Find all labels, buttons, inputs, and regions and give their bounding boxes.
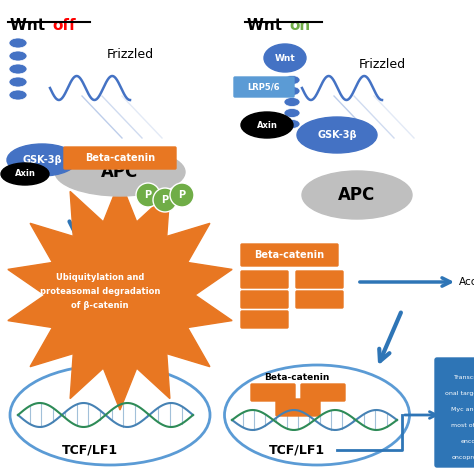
Ellipse shape <box>284 109 300 118</box>
Text: of β-catenin: of β-catenin <box>71 301 129 310</box>
FancyBboxPatch shape <box>234 77 294 97</box>
Text: P: P <box>145 190 152 200</box>
FancyBboxPatch shape <box>241 271 288 288</box>
Ellipse shape <box>55 148 185 196</box>
FancyBboxPatch shape <box>276 399 320 416</box>
Ellipse shape <box>9 77 27 87</box>
Text: Ubiquitylation and: Ubiquitylation and <box>56 273 144 283</box>
Text: oncoproteins: oncoproteins <box>452 455 474 460</box>
Text: encode: encode <box>460 439 474 444</box>
Text: GSK-3β: GSK-3β <box>317 130 357 140</box>
Polygon shape <box>8 180 232 410</box>
Text: Transcripti-: Transcripti- <box>455 375 474 380</box>
Ellipse shape <box>302 171 412 219</box>
Ellipse shape <box>9 51 27 61</box>
Text: off: off <box>52 18 76 33</box>
Text: GSK-3β: GSK-3β <box>22 155 62 165</box>
Ellipse shape <box>284 98 300 107</box>
FancyBboxPatch shape <box>241 244 338 266</box>
Ellipse shape <box>297 117 377 153</box>
Text: Beta-catenin: Beta-catenin <box>254 250 324 260</box>
Ellipse shape <box>10 365 210 465</box>
Circle shape <box>170 183 194 207</box>
Ellipse shape <box>7 144 77 176</box>
Ellipse shape <box>9 64 27 74</box>
FancyBboxPatch shape <box>296 291 343 308</box>
Text: Wnt: Wnt <box>247 18 287 33</box>
Text: APC: APC <box>101 163 138 181</box>
Text: P: P <box>178 190 185 200</box>
Text: onal target gene:: onal target gene: <box>445 391 474 396</box>
Text: Frizzled: Frizzled <box>107 48 154 61</box>
Text: Myc and Cy...: Myc and Cy... <box>451 407 474 412</box>
Text: TCF/LF1: TCF/LF1 <box>62 444 118 456</box>
Text: proteasomal degradation: proteasomal degradation <box>40 288 160 297</box>
Ellipse shape <box>264 44 306 72</box>
Text: Frizzled: Frizzled <box>358 58 406 71</box>
Ellipse shape <box>284 119 300 128</box>
Text: Axin: Axin <box>15 170 36 179</box>
Ellipse shape <box>241 112 293 138</box>
Text: LRP5/6: LRP5/6 <box>248 82 280 91</box>
Text: Wnt: Wnt <box>274 54 295 63</box>
FancyBboxPatch shape <box>296 271 343 288</box>
FancyBboxPatch shape <box>301 384 345 401</box>
Ellipse shape <box>1 163 49 185</box>
Text: Beta-catenin: Beta-catenin <box>264 374 330 383</box>
Circle shape <box>136 183 160 207</box>
Text: P: P <box>162 195 169 205</box>
Ellipse shape <box>284 75 300 84</box>
FancyBboxPatch shape <box>241 311 288 328</box>
Ellipse shape <box>225 365 410 465</box>
Ellipse shape <box>9 38 27 48</box>
Text: most of whi...: most of whi... <box>451 423 474 428</box>
Text: Wnt: Wnt <box>10 18 50 33</box>
Text: APC: APC <box>338 186 375 204</box>
FancyBboxPatch shape <box>241 291 288 308</box>
Circle shape <box>153 188 177 212</box>
Ellipse shape <box>9 90 27 100</box>
FancyBboxPatch shape <box>251 384 295 401</box>
Text: Accumula...: Accumula... <box>459 277 474 287</box>
FancyBboxPatch shape <box>64 147 176 169</box>
FancyBboxPatch shape <box>435 358 474 467</box>
Text: on: on <box>289 18 310 33</box>
Text: Axin: Axin <box>256 120 277 129</box>
Text: TCF/LF1: TCF/LF1 <box>269 444 325 456</box>
Text: Beta-catenin: Beta-catenin <box>85 153 155 163</box>
Ellipse shape <box>284 86 300 95</box>
